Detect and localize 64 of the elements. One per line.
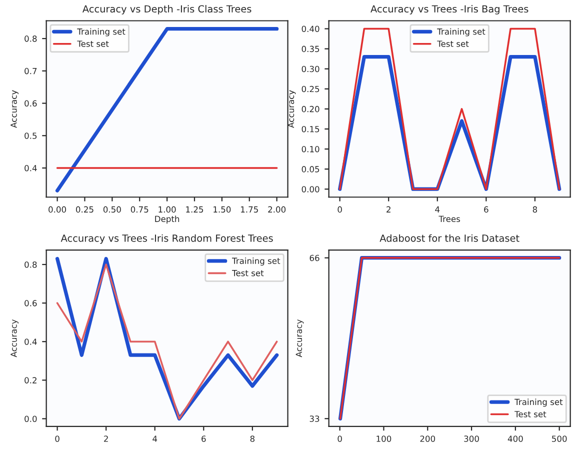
x-tick-label: 0 — [338, 436, 342, 442]
y-tick-label: 0.25 — [302, 86, 320, 92]
y-tick-label: 0.20 — [302, 106, 320, 112]
y-tick-label: 0.0 — [24, 416, 37, 422]
x-tick-label: 300 — [464, 436, 479, 442]
legend-label: Test set — [77, 40, 109, 47]
x-tick-label: 0 — [55, 436, 60, 442]
x-tick-label: 6 — [484, 206, 488, 213]
y-tick-label: 0.7 — [24, 68, 37, 74]
chart-title: Accuracy vs Trees -Iris Random Forest Trees — [60, 234, 273, 244]
y-tick-label: 0.10 — [302, 146, 320, 152]
x-tick-label: 500 — [552, 436, 567, 442]
x-tick-label: 200 — [420, 436, 436, 442]
legend-label: Training set — [232, 258, 280, 266]
y-tick-label: 66 — [310, 254, 320, 262]
y-tick-label: 0.2 — [24, 377, 36, 384]
x-tick-label: 2.00 — [268, 206, 286, 213]
y-tick-label: 0.4 — [24, 164, 37, 172]
x-tick-label: 6 — [202, 436, 206, 442]
x-tick-label: 100 — [376, 436, 392, 442]
x-tick-label: 1.75 — [241, 206, 258, 213]
legend-label: Test set — [514, 411, 546, 418]
y-tick-label: 0.40 — [302, 26, 320, 32]
y-tick-label: 0.6 — [24, 300, 37, 306]
x-tick-label: 4 — [435, 206, 440, 212]
chart-title: Accuracy vs Trees -Iris Bag Trees — [370, 5, 528, 14]
y-axis-title: Accuracy — [296, 319, 304, 358]
legend-label: Training set — [514, 398, 563, 407]
y-tick-label: 0.00 — [302, 186, 320, 192]
x-tick-label: 8 — [250, 436, 255, 442]
x-tick-label: 0.25 — [76, 206, 94, 213]
chart-title: Accuracy vs Depth -Iris Class Trees — [82, 5, 252, 14]
y-axis-title: Accuracy — [10, 90, 18, 128]
y-tick-label: 0.05 — [302, 166, 320, 172]
y-axis-title: Accuracy — [10, 319, 18, 358]
y-tick-label: 0.35 — [302, 46, 320, 52]
x-tick-label: 1.00 — [158, 206, 176, 213]
legend-label: Training set — [77, 28, 126, 36]
x-tick-label: 0.50 — [103, 206, 121, 213]
x-tick-label: 0.75 — [130, 206, 148, 213]
chart-title: Adaboost for the Iris Dataset — [380, 234, 520, 242]
x-axis-title: Depth — [155, 216, 180, 224]
legend-label: Training set — [437, 28, 486, 36]
x-tick-label: 0 — [338, 206, 342, 213]
x-tick-label: 2 — [104, 436, 108, 442]
y-tick-label: 0.8 — [24, 261, 37, 268]
x-axis-title: Trees — [438, 216, 460, 222]
x-tick-label: 1.50 — [214, 206, 231, 213]
y-tick-label: 0.15 — [302, 126, 320, 132]
x-tick-label: 0.00 — [48, 206, 66, 213]
legend-label: Test set — [437, 40, 469, 47]
y-axis-title: Accuracy — [288, 90, 296, 128]
y-tick-label: 0.6 — [24, 100, 37, 107]
x-tick-label: 400 — [508, 436, 523, 442]
y-tick-label: 0.4 — [24, 338, 37, 345]
y-tick-label: 0.30 — [302, 66, 320, 72]
x-tick-label: 2 — [386, 206, 390, 212]
legend-label: Test set — [232, 270, 264, 276]
y-tick-label: 33 — [310, 416, 320, 422]
y-tick-label: 0.5 — [24, 132, 37, 139]
y-tick-label: 0.8 — [24, 36, 37, 42]
x-tick-label: 1.25 — [186, 206, 204, 213]
x-tick-label: 8 — [532, 206, 538, 213]
x-tick-label: 4 — [152, 436, 158, 442]
